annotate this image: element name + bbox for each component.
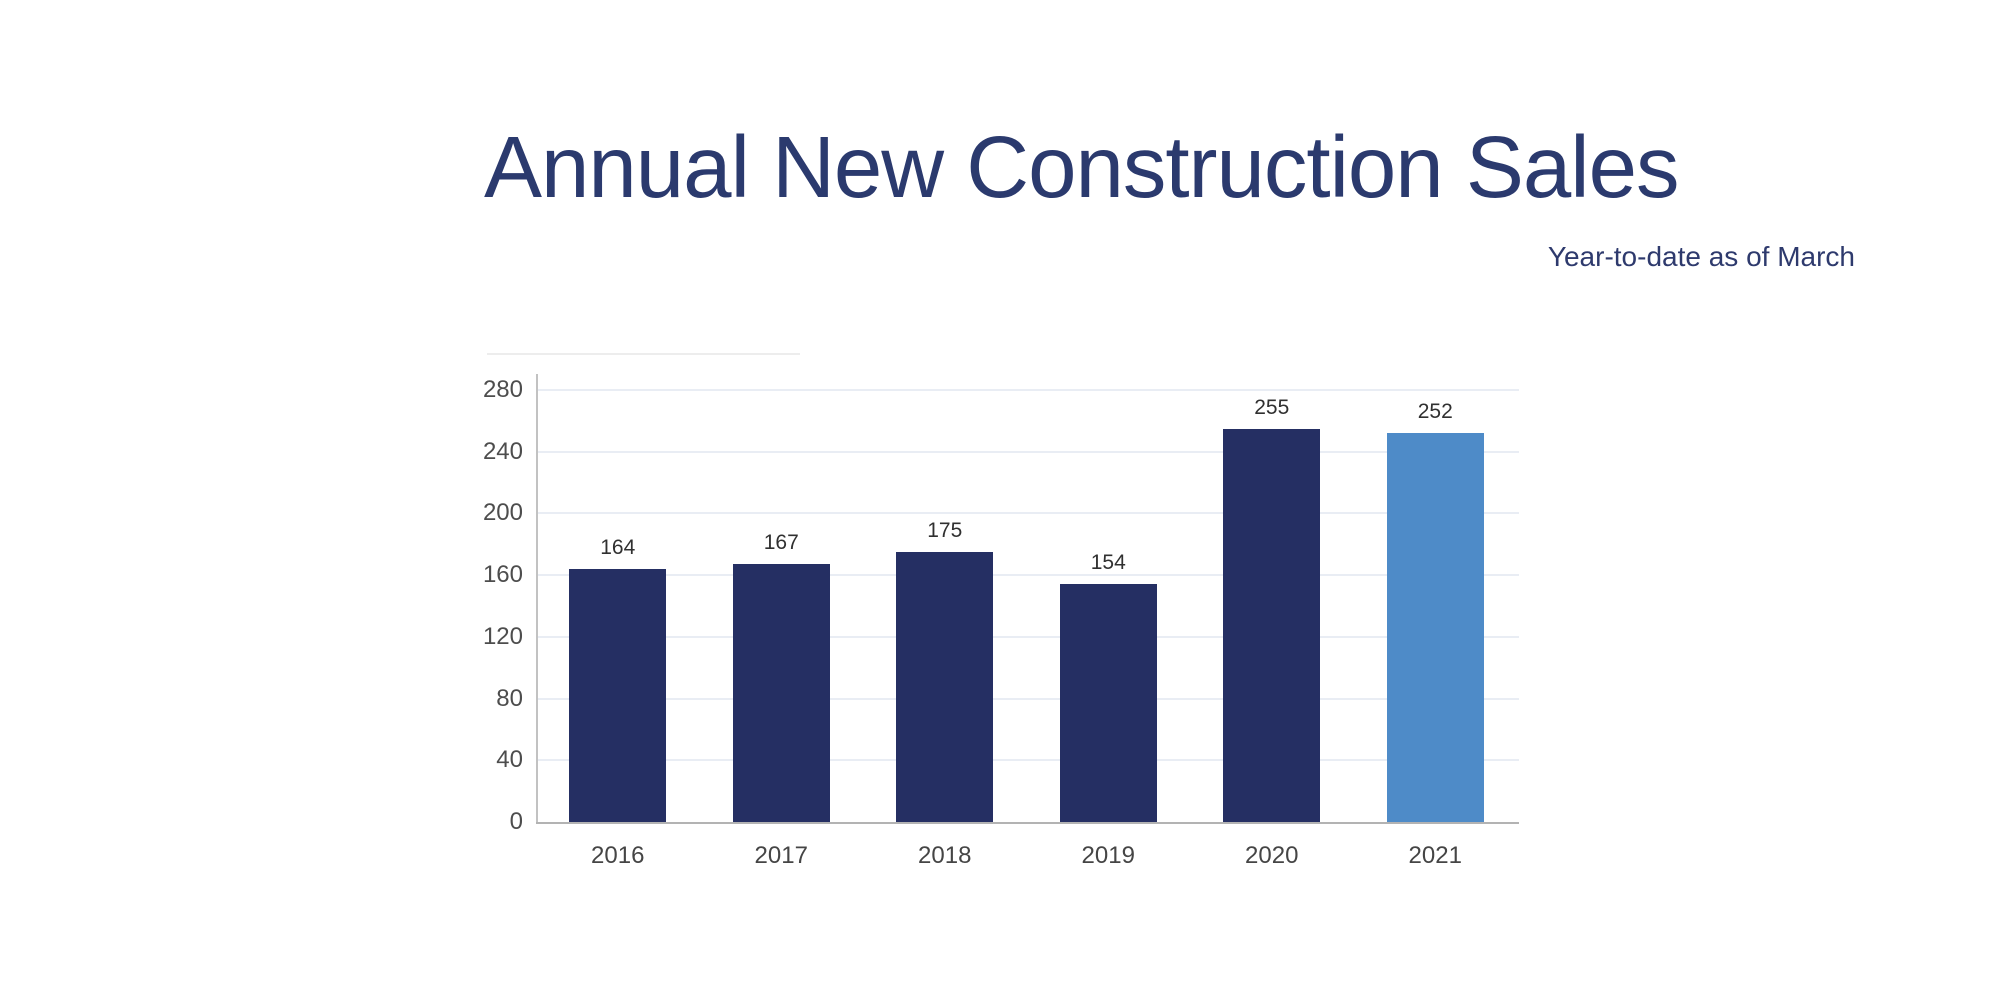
bar-2021 (1386, 433, 1484, 822)
bar-value-label: 167 (763, 531, 799, 555)
gridline (536, 389, 1519, 391)
y-axis-tick-label: 120 (482, 622, 523, 650)
x-axis-line (536, 822, 1519, 824)
page-title: Annual New Construction Sales (484, 119, 1679, 216)
x-axis-label-2017: 2017 (754, 842, 808, 869)
gridline (536, 697, 1519, 700)
bar-2018 (896, 552, 994, 822)
bar-value-label: 154 (1090, 551, 1126, 575)
gridline (536, 512, 1519, 515)
bar-2017 (732, 564, 830, 822)
x-axis-label-2018: 2018 (918, 842, 972, 869)
y-axis-tick-label: 80 (496, 684, 523, 712)
bar-value-label: 255 (1254, 395, 1290, 419)
gridline (536, 635, 1519, 638)
y-axis-tick-label: 280 (482, 376, 523, 403)
gridline (536, 759, 1519, 762)
bar-value-label: 175 (927, 519, 963, 542)
chart-subtitle: Year-to-date as of March (1547, 241, 1855, 272)
y-axis-tick-label: 240 (482, 437, 523, 465)
x-axis-label-2021: 2021 (1408, 842, 1462, 869)
y-axis-tick-label: 160 (482, 561, 523, 589)
x-axis-label-2020: 2020 (1245, 842, 1299, 869)
y-axis-tick-label: 200 (482, 499, 523, 527)
gridline (536, 574, 1519, 577)
x-axis-label-2016: 2016 (591, 842, 645, 869)
bar-value-label: 164 (600, 535, 636, 559)
y-axis-tick-label: 40 (496, 746, 523, 774)
bar-value-label: 252 (1417, 400, 1453, 424)
y-axis-line (536, 374, 538, 822)
bar-2019 (1059, 584, 1157, 822)
chart-frame-artifact-line (487, 353, 800, 355)
bar-2020 (1223, 428, 1321, 822)
gridline (536, 450, 1519, 453)
y-axis-tick-label: 0 (509, 808, 523, 835)
x-axis-label-2019: 2019 (1081, 842, 1135, 869)
bar-2016 (569, 568, 667, 822)
